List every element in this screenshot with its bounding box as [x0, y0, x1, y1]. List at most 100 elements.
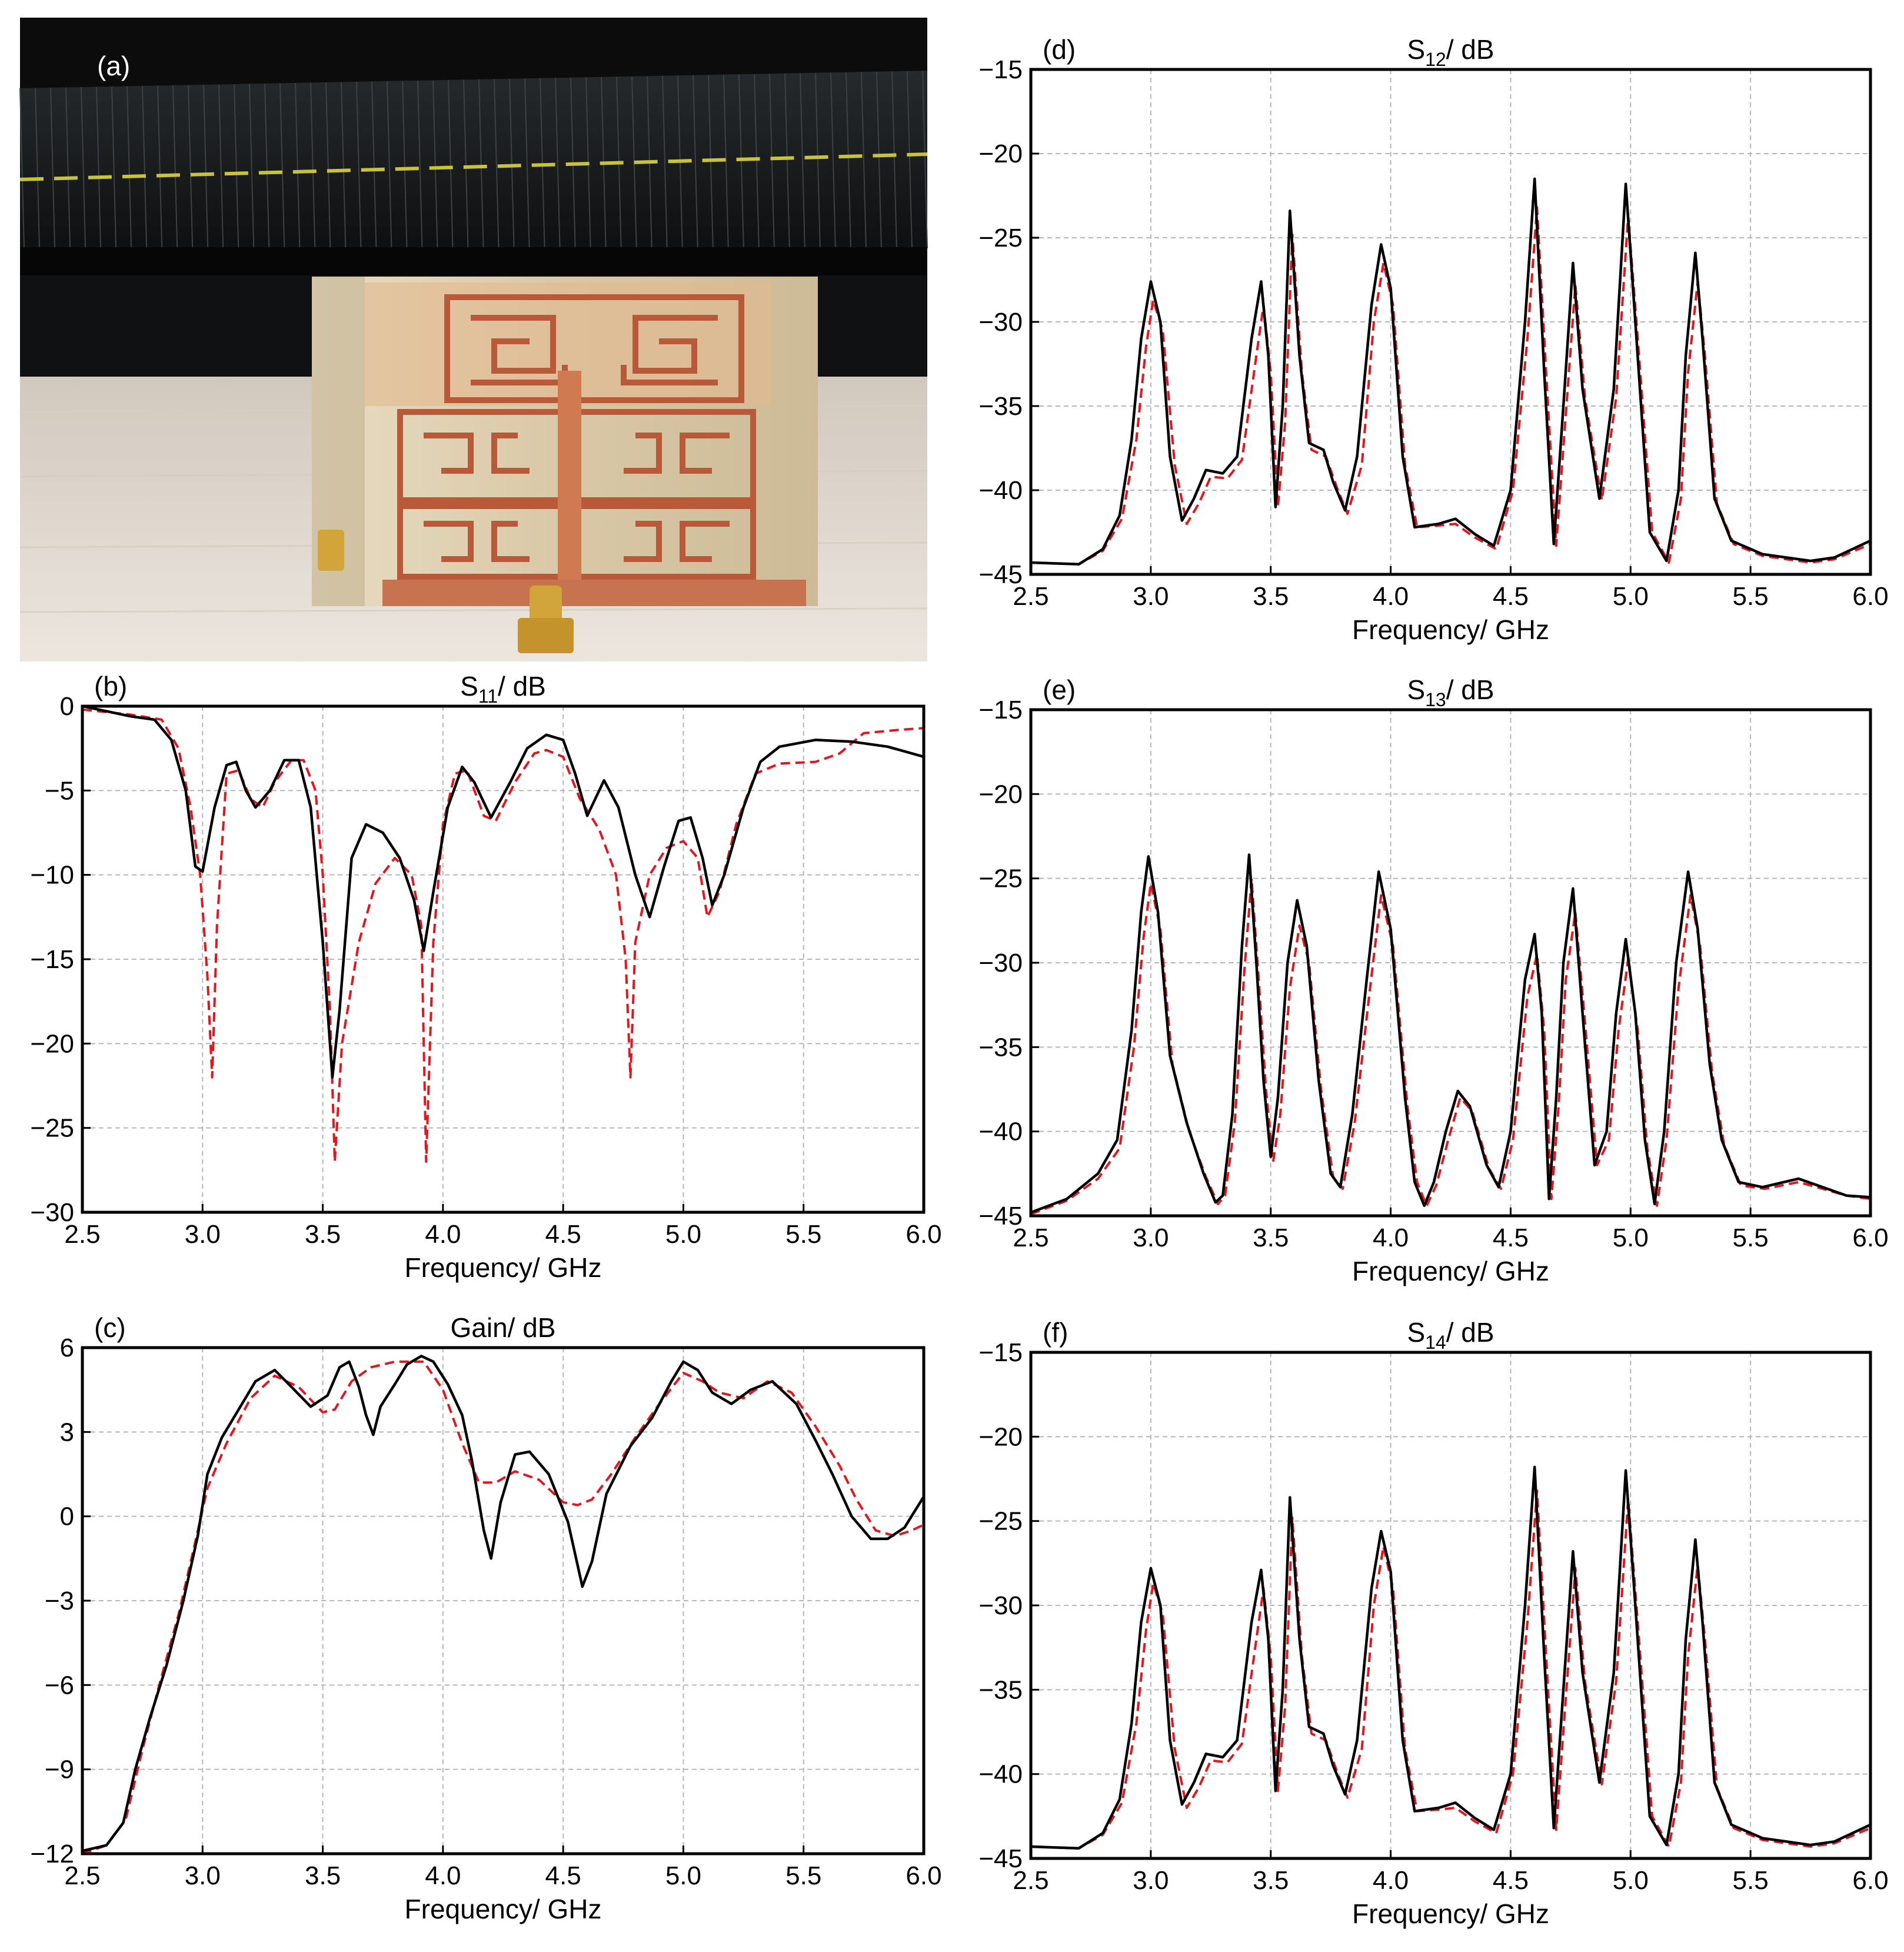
x-axis-label: Frequency/ GHz	[1352, 614, 1549, 645]
x-tick-label: 5.0	[665, 1861, 701, 1890]
chart-title: S14/ dB	[1407, 1317, 1494, 1353]
charts: 2.5 3.0 3.5 4.0 4.5 5.0 5.5 6.0 0 −5 −10 −15 −20 −25 −…	[30, 34, 1888, 1929]
x-tick-label: 3.5	[1253, 582, 1289, 611]
solar-panel-edge	[20, 247, 927, 275]
y-tick-label: −15	[30, 945, 74, 974]
x-axis-label: Frequency/ GHz	[405, 1894, 602, 1924]
series-dashed-line	[82, 1360, 924, 1854]
y-tick-label: −25	[978, 224, 1023, 252]
series-dashed-line	[1031, 877, 1870, 1215]
y-tick-label: −20	[978, 1422, 1023, 1451]
solar-cell-line	[555, 78, 561, 258]
solar-panel-busbar	[19, 152, 928, 181]
x-tick-label: 2.5	[64, 1861, 100, 1890]
solar-cell-line	[341, 82, 347, 263]
solar-cell-line	[601, 77, 607, 257]
solar-cell-line	[448, 79, 454, 260]
y-tick-label: −15	[978, 55, 1023, 84]
y-tick-label: −40	[978, 1760, 1023, 1789]
y-tick-label: 0	[60, 1502, 74, 1531]
solar-cell-line	[647, 76, 653, 255]
feed-line	[558, 371, 581, 583]
x-tick-label: 3.5	[1253, 1866, 1289, 1895]
x-tick-label: 3.0	[185, 1220, 221, 1249]
x-tick-label: 6.0	[1852, 1223, 1888, 1252]
x-tick-label: 4.5	[545, 1220, 581, 1249]
y-tick-label: 3	[60, 1418, 74, 1446]
x-tick-label: 3.5	[305, 1220, 341, 1249]
x-tick-label: 4.5	[1493, 582, 1529, 611]
solar-cell-line	[846, 72, 851, 250]
y-tick-label: −25	[978, 1507, 1023, 1536]
solar-cell-line	[494, 79, 500, 259]
x-tick-label: 5.5	[1733, 1866, 1769, 1895]
x-tick-label: 5.0	[1613, 1223, 1649, 1252]
y-tick-label: −12	[30, 1840, 74, 1868]
y-tick-label: −25	[978, 864, 1023, 893]
chart-panel-e: 2.5 3.0 3.5 4.0 4.5 5.0 5.5 6.0 −15 −20 −25 −30 −35 −…	[978, 674, 1888, 1286]
y-tick-label: −3	[45, 1587, 74, 1615]
solar-cell-line	[754, 74, 760, 252]
x-tick-label: 2.5	[64, 1220, 100, 1249]
solar-cell-line	[387, 81, 392, 262]
chart-panel-f: 2.5 3.0 3.5 4.0 4.5 5.0 5.5 6.0 −15 −20 −25 −30 −35 −…	[978, 1317, 1888, 1929]
solar-cell-line	[463, 79, 469, 260]
x-tick-label: 4.5	[545, 1861, 581, 1890]
solar-cell-line	[570, 77, 576, 257]
series-solid-line	[1031, 177, 1870, 566]
photo-panel: (a)	[19, 18, 928, 661]
x-tick-label: 3.5	[305, 1861, 341, 1890]
x-tick-label: 5.5	[1733, 582, 1769, 611]
x-tick-label: 3.5	[1253, 1223, 1289, 1252]
y-tick-label: −10	[30, 861, 74, 890]
y-tick-label: −40	[978, 1118, 1023, 1146]
solar-cell-line	[524, 78, 530, 258]
solar-cell-line	[784, 73, 790, 252]
solar-cell-line	[708, 75, 714, 254]
panel-label-b: (b)	[94, 671, 127, 701]
x-tick-label: 4.0	[1373, 1223, 1409, 1252]
solar-cell-line	[371, 81, 377, 262]
series-solid-line	[82, 1355, 924, 1853]
solar-cell-line	[922, 71, 928, 248]
solar-cell-line	[631, 76, 637, 256]
y-tick-label: −20	[30, 1029, 74, 1058]
series-dashed-line	[82, 708, 924, 1163]
solar-cell-line	[432, 80, 438, 261]
chart-title: S12/ dB	[1407, 34, 1494, 70]
y-tick-label: −30	[978, 949, 1023, 977]
x-tick-label: 2.5	[1013, 582, 1048, 611]
solar-cell-line	[723, 74, 729, 254]
solar-cell-line	[81, 87, 86, 270]
solar-cell-line	[830, 72, 836, 251]
solar-panel	[20, 71, 927, 271]
y-tick-label: −40	[978, 476, 1023, 505]
solar-cell-line	[769, 74, 775, 252]
x-tick-label: 5.5	[785, 1861, 821, 1890]
x-tick-label: 2.5	[1013, 1866, 1048, 1895]
x-tick-label: 4.0	[425, 1220, 461, 1249]
x-tick-label: 3.0	[1133, 1866, 1169, 1895]
y-tick-label: −15	[978, 1338, 1023, 1367]
solar-cell-line	[249, 84, 255, 265]
y-tick-label: −9	[45, 1755, 74, 1784]
y-tick-label: −30	[978, 308, 1023, 337]
solar-cell-line	[356, 81, 362, 262]
x-tick-label: 2.5	[1013, 1223, 1048, 1252]
x-tick-label: 3.0	[185, 1861, 221, 1890]
solar-cell-line	[50, 87, 56, 270]
solar-cell-line	[693, 75, 698, 254]
solar-cell-line	[861, 72, 867, 250]
solar-cell-line	[815, 72, 821, 251]
x-tick-label: 6.0	[1852, 1866, 1888, 1895]
y-tick-label: −45	[978, 1844, 1023, 1873]
solar-cell-line	[509, 78, 515, 259]
y-tick-label: 0	[60, 692, 74, 721]
chart-title: Gain/ dB	[451, 1312, 556, 1343]
x-tick-label: 6.0	[906, 1861, 941, 1890]
panel-label-f: (f)	[1043, 1317, 1068, 1348]
sma-connector-nut	[518, 618, 574, 653]
side-connector	[318, 530, 344, 571]
solar-cell-line	[279, 83, 285, 264]
